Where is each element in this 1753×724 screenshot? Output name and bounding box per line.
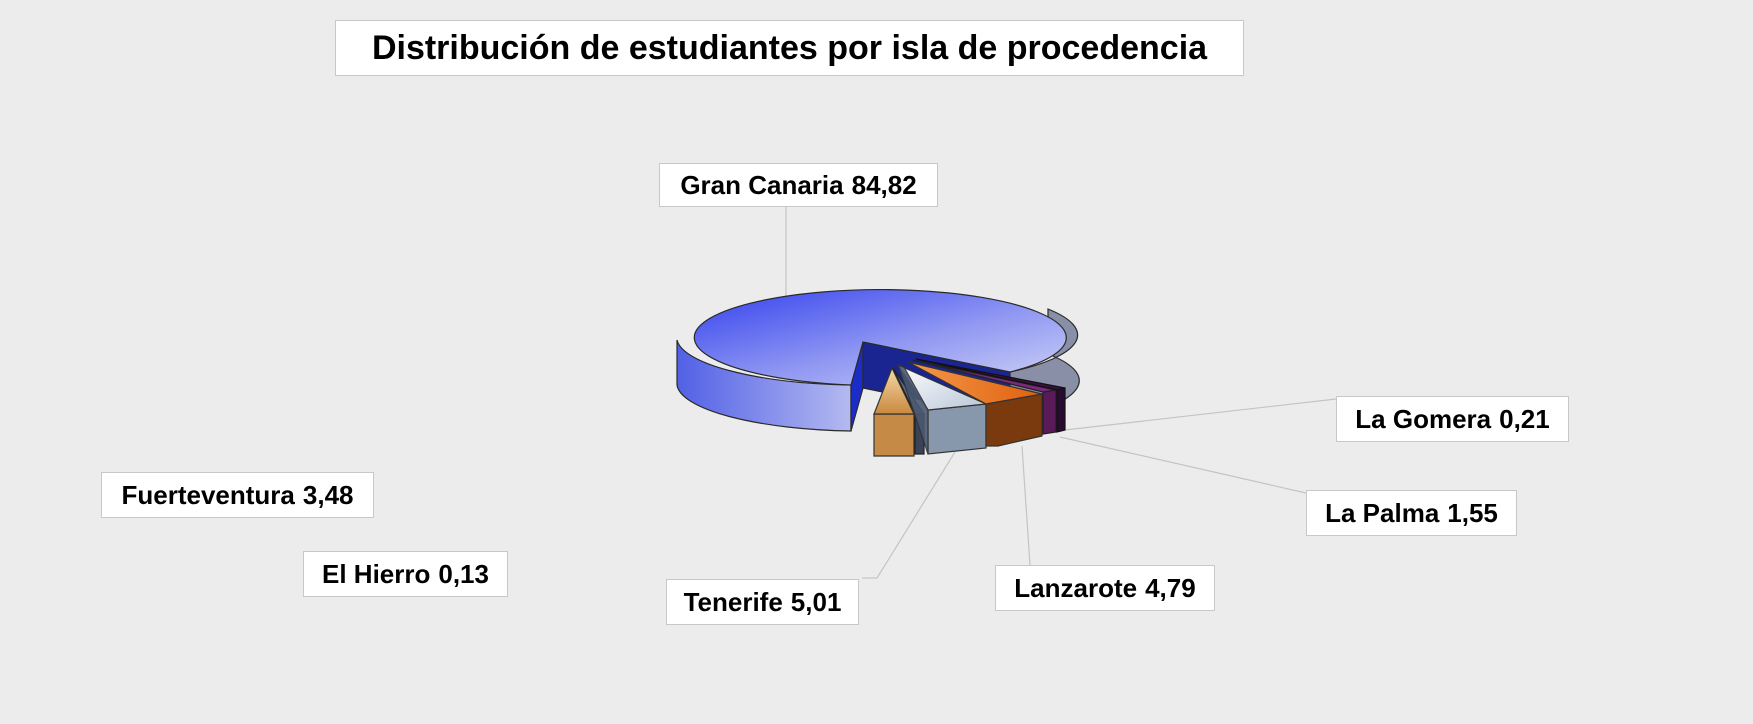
label-la-gomera: La Gomera 0,21 <box>1336 396 1569 442</box>
slice-la-palma <box>912 359 1057 435</box>
slice-fuerteventura-top <box>873 366 915 415</box>
slice-lanzarote <box>907 361 1043 447</box>
label-tenerife: Tenerife 5,01 <box>666 579 859 625</box>
label-lanzarote: Lanzarote 4,79 <box>995 565 1215 611</box>
label-fuerteventura-name: Fuerteventura <box>121 479 295 510</box>
label-tenerife-value: 5,01 <box>790 586 842 617</box>
slice-tenerife <box>896 363 989 455</box>
slice-lanzarote-top <box>907 361 1043 405</box>
label-gran-canaria-name: Gran Canaria <box>680 169 844 200</box>
label-el-hierro-name: El Hierro <box>322 558 431 589</box>
label-fuerteventura-value: 3,48 <box>302 479 354 510</box>
label-el-hierro-value: 0,13 <box>438 558 489 589</box>
leader-lines <box>785 207 1337 579</box>
slice-la-gomera-front <box>1056 387 1066 433</box>
slice-gran-canaria-top <box>693 288 1067 386</box>
slice-tenerife-front <box>927 403 987 455</box>
label-gran-canaria-value: 84,82 <box>851 169 917 200</box>
slice-fuerteventura-front <box>873 413 915 457</box>
slice-tenerife-edge <box>897 364 929 455</box>
slice-la-palma-front <box>1042 389 1057 435</box>
label-la-gomera-name: La Gomera <box>1355 403 1492 434</box>
slice-la-palma-top <box>912 359 1057 393</box>
chart-title: Distribución de estudiantes por isla de … <box>335 20 1244 76</box>
slice-la-gomera-top <box>915 358 1066 391</box>
leader-line-la-palma <box>1059 436 1307 494</box>
label-lanzarote-value: 4,79 <box>1145 572 1196 603</box>
leader-line-tenerife <box>876 451 956 579</box>
slice-la-gomera <box>915 358 1066 433</box>
leader-line-la-gomera <box>1064 398 1337 431</box>
label-fuerteventura: Fuerteventura 3,48 <box>101 472 374 518</box>
label-gran-canaria: Gran Canaria 84,82 <box>659 163 938 207</box>
label-la-palma-name: La Palma <box>1325 497 1440 528</box>
label-el-hierro: El Hierro 0,13 <box>303 551 508 597</box>
label-lanzarote-name: Lanzarote <box>1014 572 1138 603</box>
label-la-palma-value: 1,55 <box>1447 497 1498 528</box>
label-la-gomera-value: 0,21 <box>1499 403 1550 434</box>
leader-line-lanzarote <box>1021 445 1031 566</box>
label-tenerife-name: Tenerife <box>683 586 783 617</box>
label-la-palma: La Palma 1,55 <box>1306 490 1517 536</box>
slice-fuerteventura <box>873 366 915 457</box>
